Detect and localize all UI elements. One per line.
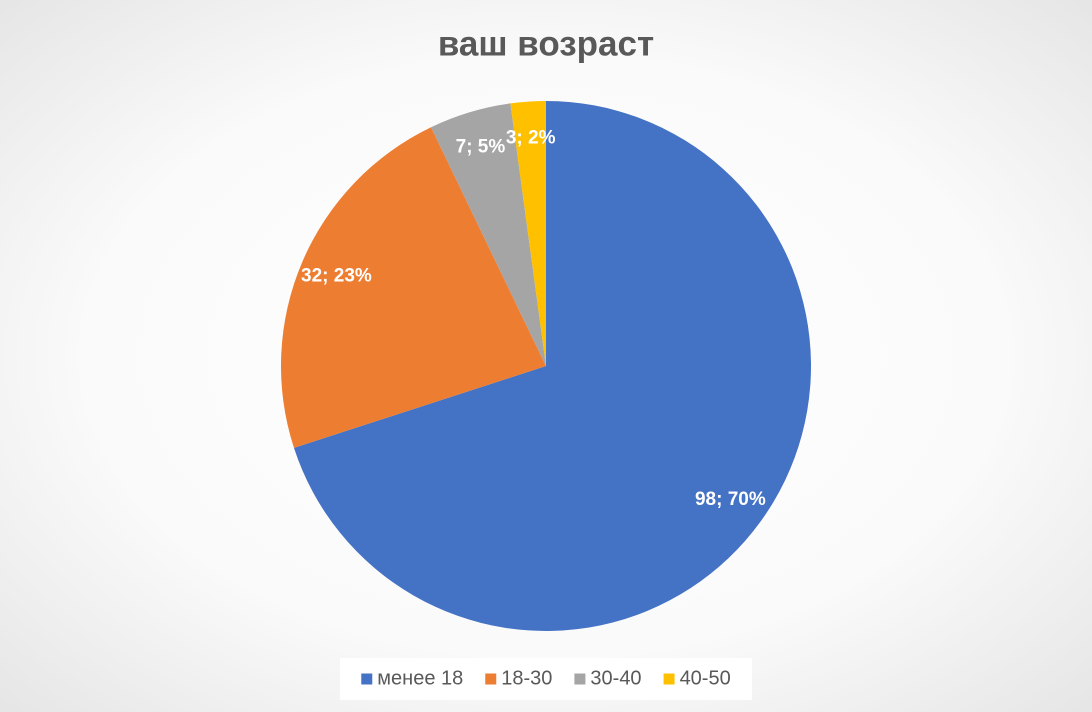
pie-slice [281, 127, 546, 448]
data-label: 98; 70% [695, 489, 766, 510]
legend-marker [485, 673, 497, 685]
pie-slice [510, 101, 546, 366]
legend-marker [574, 673, 586, 685]
legend-label: 40-50 [680, 667, 731, 689]
legend-label: 18-30 [501, 667, 552, 689]
chart-title: ваш возраст [438, 24, 654, 63]
data-label: 3; 2% [506, 128, 556, 149]
legend-label: менее 18 [377, 667, 463, 689]
legend-marker [663, 673, 675, 685]
data-label: 32; 23% [301, 265, 372, 286]
legend-box [340, 658, 752, 700]
data-label: 7; 5% [456, 137, 506, 158]
legend-marker [361, 673, 373, 685]
pie-slice [293, 101, 811, 631]
pie-slice [431, 103, 546, 366]
legend-label: 30-40 [590, 667, 641, 689]
